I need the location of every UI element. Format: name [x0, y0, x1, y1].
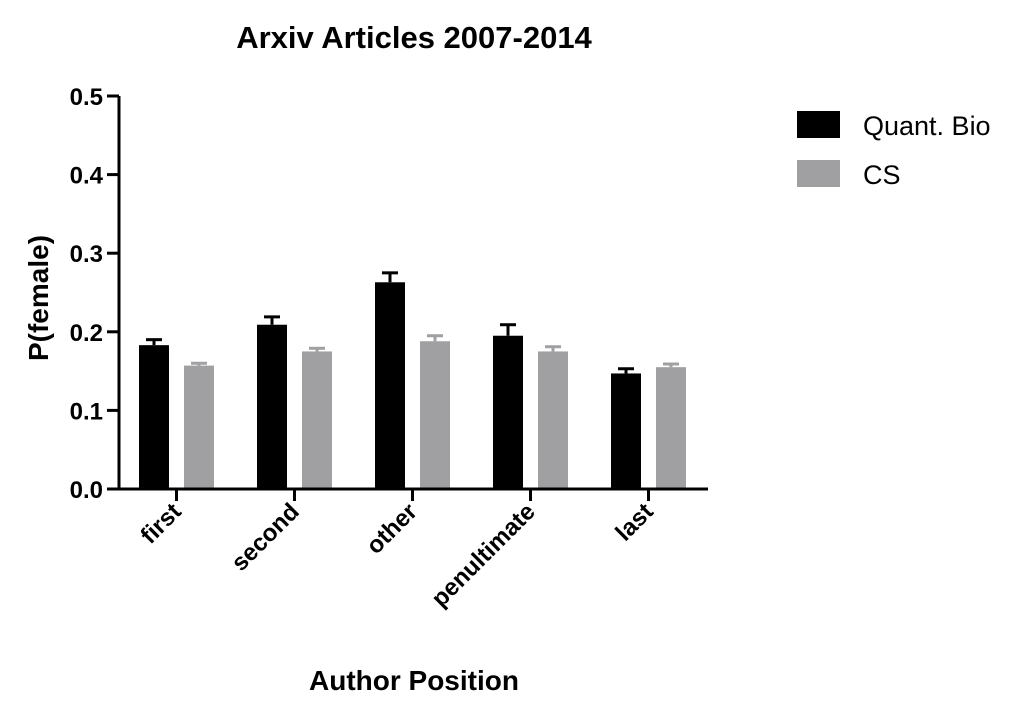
y-tick-label: 0.4 — [70, 163, 104, 190]
x-tick-label-second: second — [226, 498, 305, 577]
bar-cs-penultimate — [538, 351, 568, 489]
bar-quant-bio-second — [257, 324, 287, 489]
y-tick-label: 0.0 — [70, 477, 103, 504]
y-tick-label: 0.5 — [70, 84, 103, 111]
bar-quant-bio-last — [611, 373, 641, 489]
bar-cs-first — [184, 365, 214, 489]
bar-quant-bio-penultimate — [493, 335, 523, 489]
bar-cs-other — [420, 341, 450, 489]
x-axis-title: Author Position — [309, 665, 519, 696]
legend: Quant. Bio CS — [797, 111, 991, 190]
legend-swatch — [797, 111, 840, 138]
x-tick-label-first: first — [136, 498, 187, 549]
y-tick-label: 0.2 — [70, 320, 103, 347]
x-tick-label-other: other — [361, 498, 423, 560]
x-tick-label-penultimate: penultimate — [426, 498, 540, 612]
bar-quant-bio-other — [375, 282, 405, 489]
x-tick-label-last: last — [610, 498, 658, 546]
legend-label: CS — [863, 160, 901, 190]
legend-swatch — [797, 160, 840, 187]
legend-label: Quant. Bio — [863, 111, 991, 141]
chart-title: Arxiv Articles 2007-2014 — [236, 20, 592, 55]
y-tick-label: 0.1 — [70, 398, 103, 425]
y-axis-title: P(female) — [23, 235, 54, 361]
bar-quant-bio-first — [139, 345, 169, 489]
bar-cs-second — [302, 351, 332, 489]
bar-cs-last — [656, 367, 686, 489]
y-tick-label: 0.3 — [70, 241, 103, 268]
plot-area: 0.0 0.1 0.2 0.3 0.4 0.5 first second other penult… — [70, 84, 708, 612]
